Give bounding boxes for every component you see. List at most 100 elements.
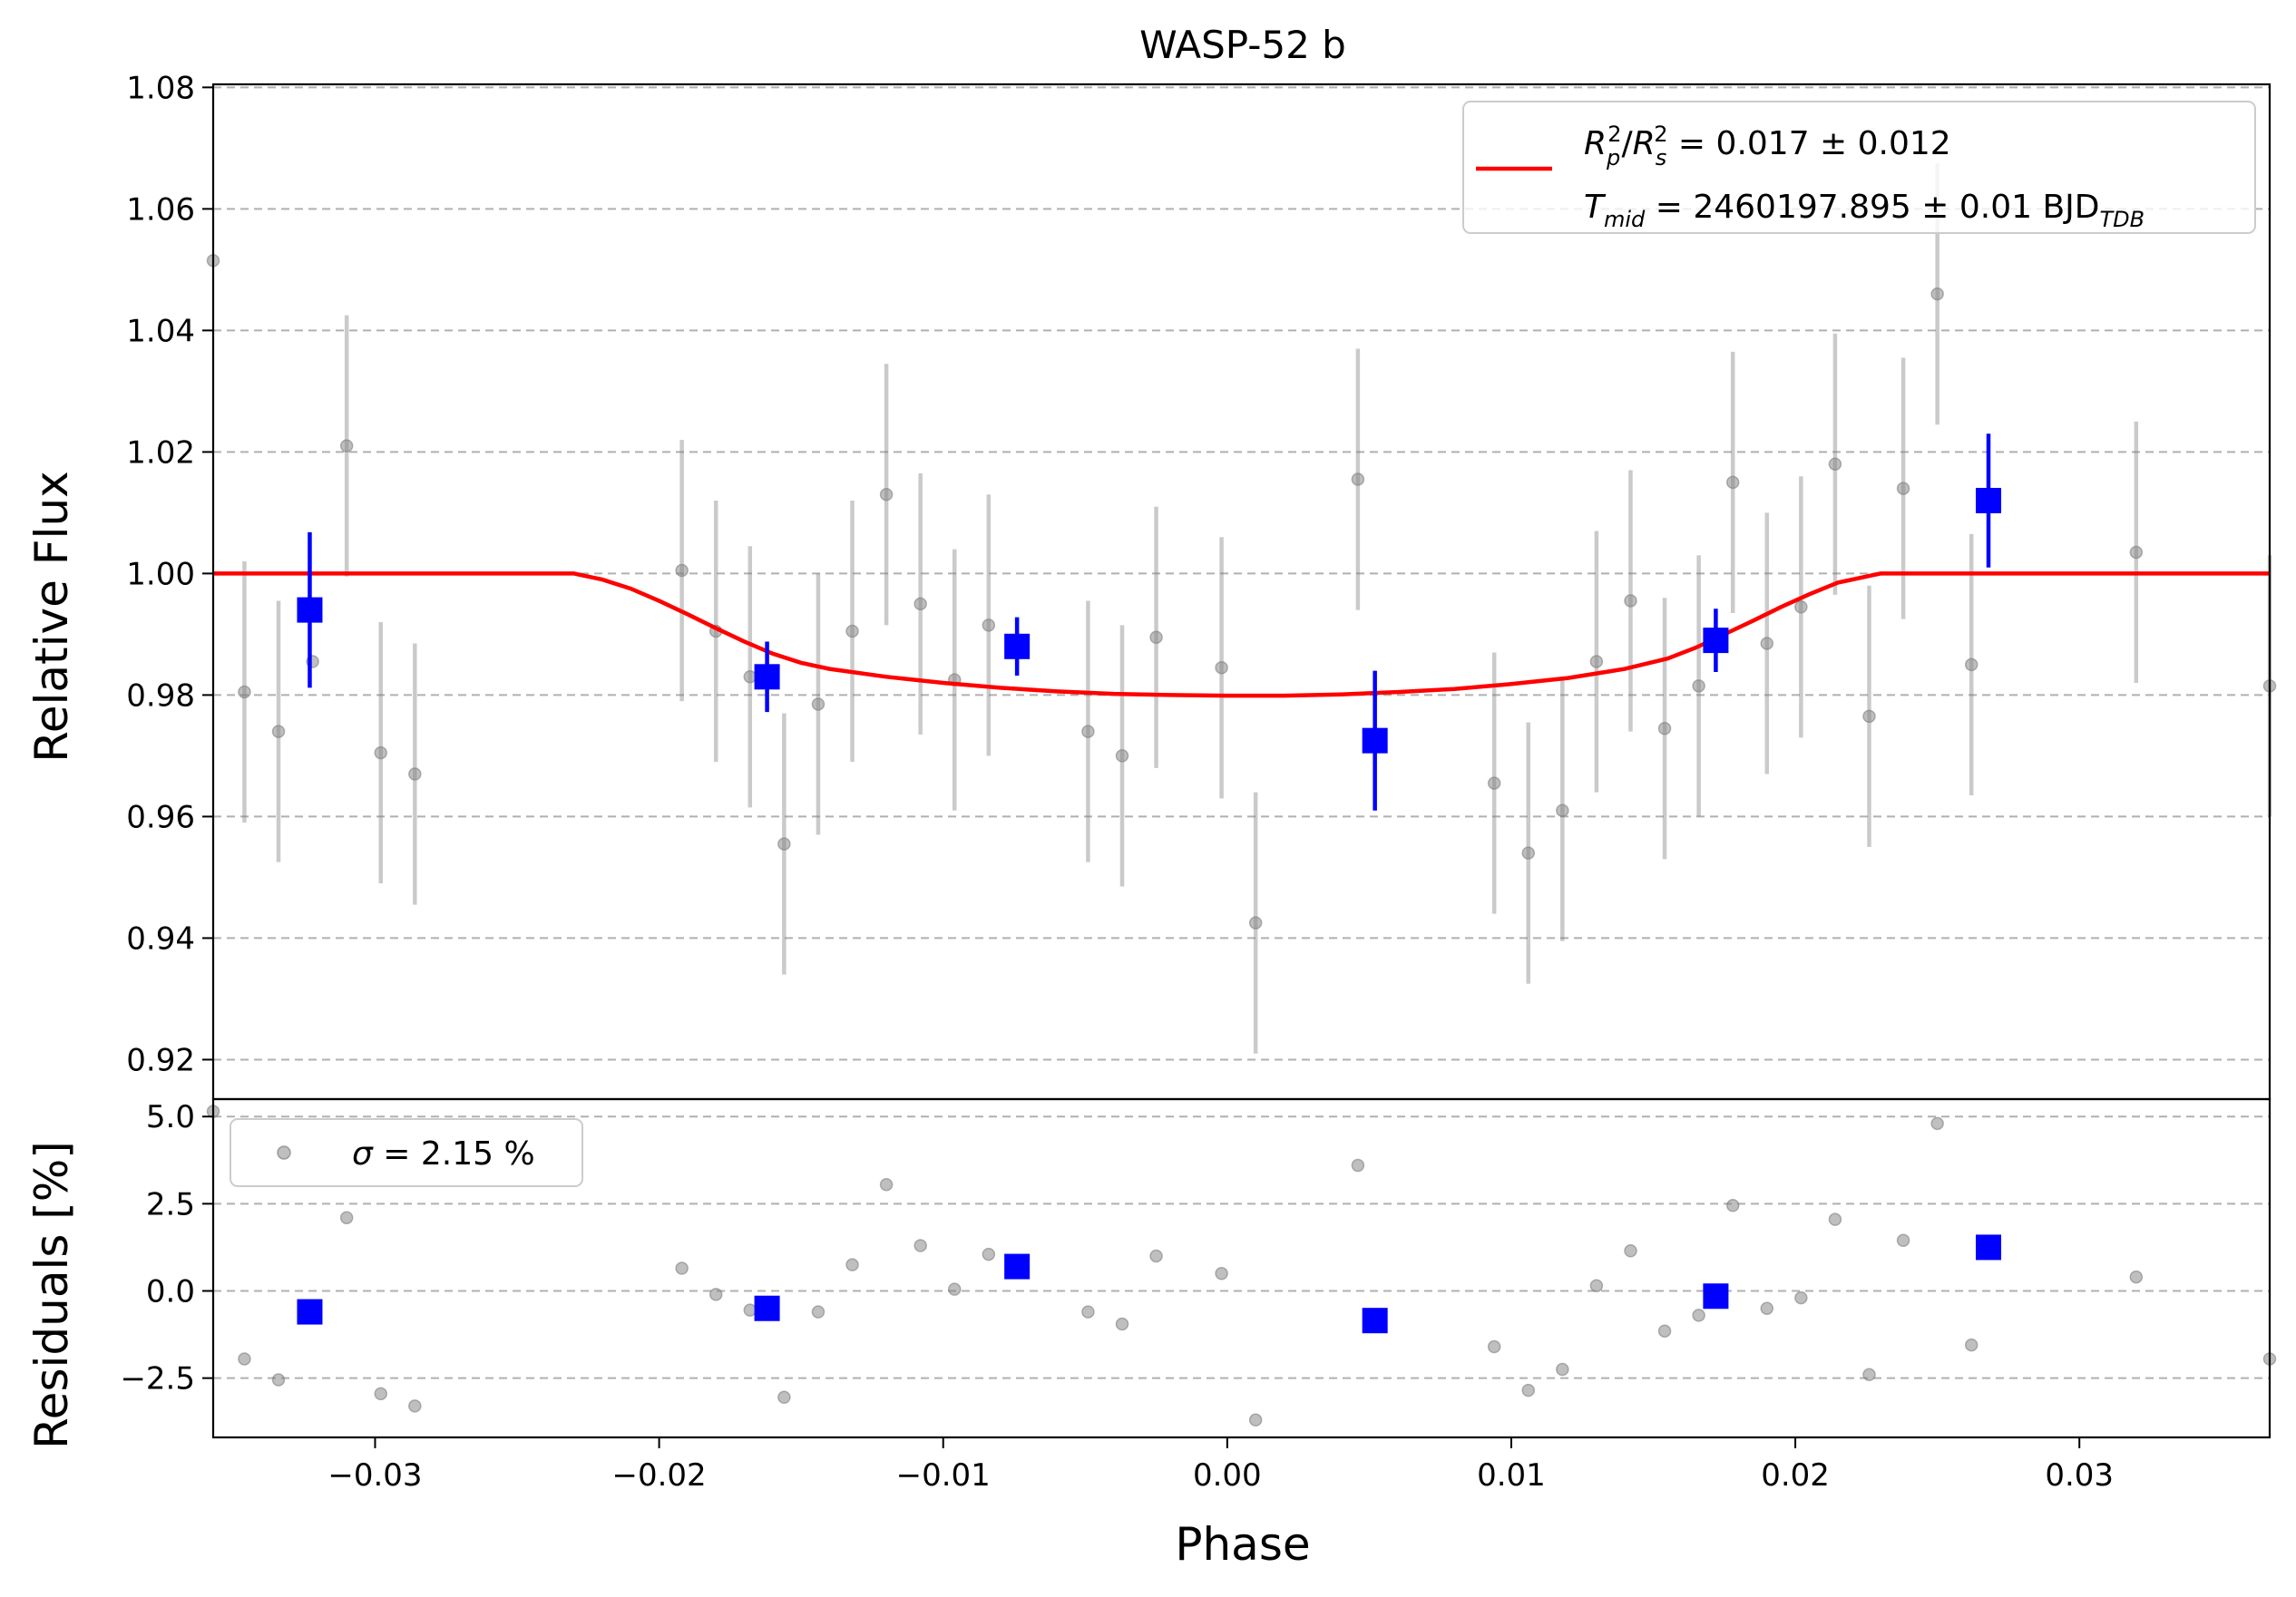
phase-x-tick-label: 0.03 [2045,1457,2114,1494]
transit-y-tick-label: 0.96 [126,799,195,835]
phase-x-tick-label: 0.00 [1193,1457,1262,1494]
sigma-symbol: σ [352,1135,374,1173]
transit-raw-point [408,767,422,781]
residual-raw-point [2129,1270,2144,1284]
transit-legend-tmid: Tmid = 2460197.895 ± 0.01 BJDTDB [1584,189,2145,232]
residuals-plot-frame [211,1097,2272,1439]
chart-title: WASP-52 b [1139,23,1346,67]
residual-raw-point [1725,1199,1740,1212]
depth-symbol-a: R [1584,125,1607,162]
residual-raw-point [1556,1362,1569,1377]
residuals-legend-box [230,1118,583,1187]
transit-raw-point [1351,472,1365,486]
transit-binned-point [1703,628,1729,654]
transit-raw-point [1556,803,1569,817]
residual-raw-point [1521,1383,1536,1397]
residuals-legend-marker [277,1145,291,1160]
residual-raw-point [914,1239,927,1252]
transit-raw-points [206,163,2277,1054]
residual-raw-point [675,1261,689,1275]
transit-raw-point [1115,749,1129,763]
residuals-legend-text: σ = 2.15 % [352,1135,535,1173]
residual-raw-point [1215,1267,1228,1281]
residual-raw-point [1248,1413,1263,1427]
transit-raw-point [1930,287,1944,301]
transit-raw-point [1624,594,1637,608]
residual-binned-point [1976,1234,2002,1261]
residuals-panel: −2.5 0.0 2.5 5.0 −0.03 −0.02 −0.01 0.00 0.01 0.0… [25,1097,2277,1571]
residual-raw-point [271,1373,286,1387]
transit-y-tick-label: 1.06 [126,191,195,228]
residuals-y-tick-label: 0.0 [146,1273,195,1310]
x-axis-label: Phase [1175,1518,1310,1571]
residual-binned-point [1703,1283,1729,1310]
residual-raw-point [238,1352,251,1366]
phase-x-tick-label: −0.01 [896,1457,991,1494]
transit-y-axis: 0.92 0.94 0.96 0.98 1.00 1.02 1.04 1.06 1.08 [126,70,213,1078]
transit-raw-point [1657,722,1672,735]
transit-raw-point [1149,630,1163,645]
phase-x-tick-label: 0.01 [1477,1457,1546,1494]
transit-raw-point [743,670,757,684]
transit-raw-point [1081,725,1095,738]
residuals-binned-points [297,1234,2002,1334]
transit-raw-point [1964,657,1978,672]
transit-plot-frame [211,83,2272,1101]
transit-y-axis-label: Relative Flux [25,471,78,762]
transit-raw-point [1487,776,1501,790]
phase-x-tick-label: 0.02 [1761,1457,1830,1494]
residual-raw-point [845,1258,859,1271]
transit-y-tick-label: 1.04 [126,313,195,349]
transit-model [213,571,2270,698]
residual-binned-point [754,1295,780,1321]
transit-y-tick-label: 0.94 [126,920,195,957]
transit-raw-point [1521,846,1536,860]
depth-symbol-b: R [1633,125,1656,162]
transit-raw-point [914,597,927,611]
residuals-y-axis-label: Residuals [%] [25,1141,78,1449]
transit-binned-point [1004,633,1031,659]
transit-raw-point [1862,709,1876,724]
depth-sub-b: s [1656,145,1667,170]
tmid-unit-sub: TDB [2100,207,2145,232]
residual-binned-point [1362,1308,1388,1334]
transit-y-tick-label: 1.08 [126,70,195,106]
transit-legend-box [1462,101,2256,234]
transit-raw-point [1896,482,1910,495]
transit-raw-point [1760,637,1774,650]
residuals-y-axis: −2.5 0.0 2.5 5.0 [120,1099,213,1397]
transit-raw-point [1828,457,1842,472]
residuals-grid [213,1115,2270,1379]
transit-raw-point [845,624,859,638]
transit-raw-point [982,618,996,632]
phase-x-tick-label: −0.03 [327,1457,422,1494]
residual-raw-point [708,1288,723,1301]
phase-x-axis: −0.03 −0.02 −0.01 0.00 0.01 0.02 0.03 [327,1437,2114,1494]
residual-raw-point [408,1399,422,1413]
residual-raw-point [1351,1158,1365,1173]
residual-raw-point [1862,1368,1876,1382]
tmid-symbol: T [1584,189,1607,226]
residual-raw-point [1657,1324,1672,1338]
residuals-legend: σ = 2.15 % [230,1118,583,1187]
residual-raw-point [1149,1249,1163,1263]
transit-y-tick-label: 1.00 [126,556,195,592]
residuals-y-tick-label: 5.0 [146,1099,195,1135]
transit-raw-point [1794,600,1808,614]
residual-raw-point [879,1177,894,1192]
phase-x-tick-label: −0.02 [611,1457,706,1494]
transit-binned-point [754,664,780,690]
residual-raw-point [1930,1116,1944,1131]
residual-raw-point [339,1211,354,1224]
residual-binned-point [1004,1253,1031,1280]
transit-raw-point [811,697,826,711]
transit-raw-point [374,745,387,760]
transit-binned-points [297,433,2002,811]
transit-raw-point [777,837,791,851]
transit-binned-point [1976,487,2002,513]
residual-binned-point [297,1299,323,1325]
depth-sub-a: p [1606,145,1620,170]
transit-binned-point [297,597,323,623]
residual-raw-point [1115,1317,1129,1331]
